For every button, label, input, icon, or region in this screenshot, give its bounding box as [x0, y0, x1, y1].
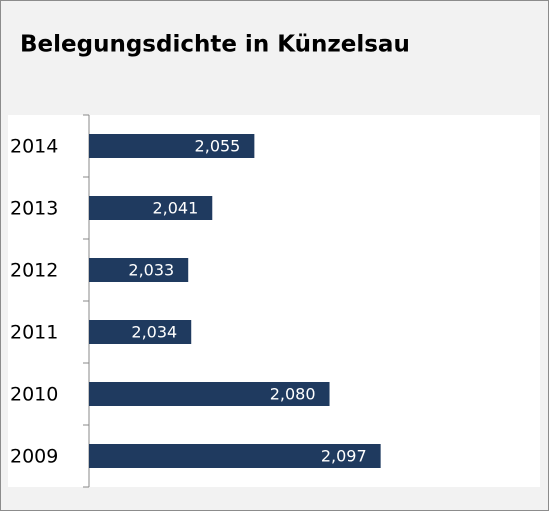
data-label: 2,097: [321, 447, 367, 466]
y-tick-label: 2013: [10, 198, 58, 220]
data-label: 2,041: [152, 199, 198, 218]
bar: [89, 320, 192, 344]
y-tick-label: 2012: [10, 260, 58, 282]
data-label: 2,033: [128, 261, 174, 280]
data-label: 2,034: [131, 323, 177, 342]
bar: [89, 196, 213, 220]
data-label: 2,080: [270, 385, 316, 404]
plot-area: [8, 115, 540, 487]
y-tick-label: 2010: [10, 384, 58, 406]
y-tick-label: 2014: [10, 136, 58, 158]
bar: [89, 382, 330, 406]
bar: [89, 258, 189, 282]
y-tick-label: 2009: [10, 446, 58, 468]
bar: [89, 134, 255, 158]
y-tick-label: 2011: [10, 322, 58, 344]
bar: [89, 444, 381, 468]
data-label: 2,055: [195, 137, 241, 156]
chart-title: Belegungsdichte in Künzelsau: [20, 32, 410, 58]
